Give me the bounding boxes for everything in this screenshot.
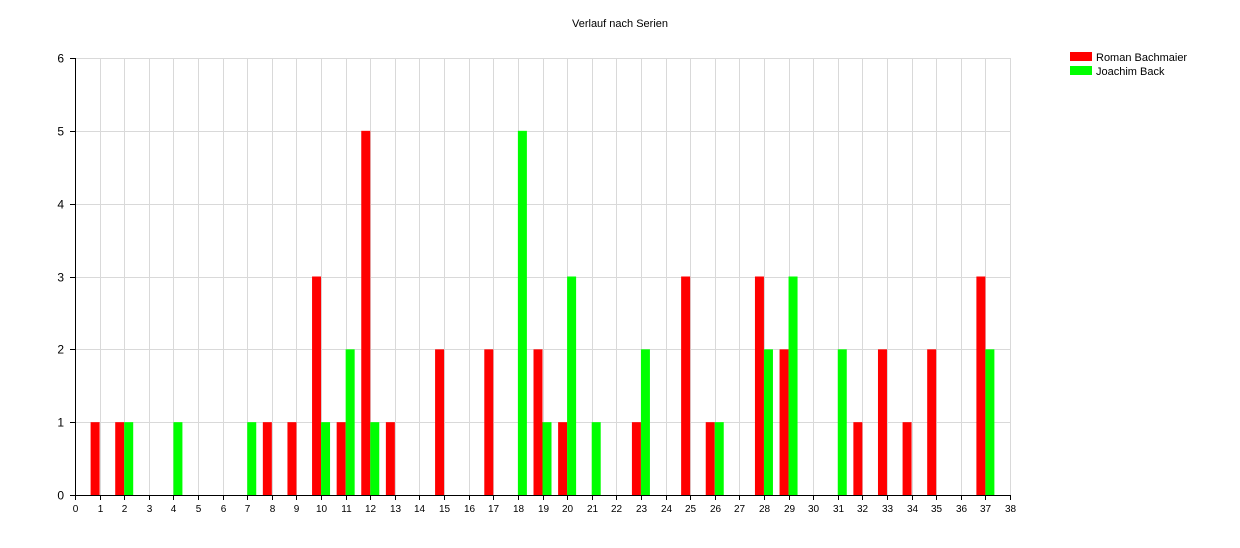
bar-series-1 <box>754 276 764 495</box>
bar-series-1 <box>705 422 715 495</box>
x-tick-label: 29 <box>784 504 796 515</box>
bar-series-2 <box>985 349 995 495</box>
bar-series-2 <box>788 276 798 495</box>
bar-series-2 <box>345 349 355 495</box>
x-tick-label: 10 <box>316 504 328 515</box>
x-tick-label: 24 <box>661 504 673 515</box>
x-tick-label: 33 <box>882 504 894 515</box>
x-tick-label: 9 <box>294 504 300 515</box>
bar-series-2 <box>542 422 552 495</box>
x-tick-label: 37 <box>980 504 992 515</box>
bar-series-1 <box>115 422 125 495</box>
legend: Roman Bachmaier Joachim Back <box>1070 52 1187 78</box>
x-tick-label: 1 <box>98 504 104 515</box>
bar-series-1 <box>287 422 297 495</box>
x-tick-label: 16 <box>464 504 476 515</box>
x-tick-label: 13 <box>390 504 402 515</box>
bar-series-1 <box>336 422 346 495</box>
bar-series-2 <box>247 422 257 495</box>
bar-series-2 <box>321 422 331 495</box>
x-tick-label: 34 <box>907 504 919 515</box>
legend-label-1: Roman Bachmaier <box>1096 52 1187 64</box>
x-tick-label: 26 <box>710 504 722 515</box>
bar-series-2 <box>567 276 577 495</box>
y-tick-label: 6 <box>57 52 64 66</box>
bar-series-1 <box>361 130 371 495</box>
x-tick-label: 21 <box>587 504 599 515</box>
x-tick-label: 22 <box>611 504 623 515</box>
x-tick-label: 36 <box>956 504 968 515</box>
bar-series-2 <box>837 349 847 495</box>
x-tick-label: 27 <box>734 504 746 515</box>
x-tick-label: 25 <box>685 504 697 515</box>
x-tick-label: 6 <box>221 504 227 515</box>
x-tick-label: 2 <box>122 504 128 515</box>
x-tick-label: 32 <box>857 504 869 515</box>
bar-series-1 <box>90 422 100 495</box>
bar-series-1 <box>385 422 395 495</box>
bar-series-2 <box>763 349 773 495</box>
x-tick-label: 30 <box>808 504 820 515</box>
bar-series-1 <box>927 349 937 495</box>
x-tick-label: 17 <box>488 504 500 515</box>
chart-title: Verlauf nach Serien <box>572 18 668 30</box>
bar-series-2 <box>173 422 183 495</box>
bar-series-1 <box>484 349 494 495</box>
bar-series-2 <box>517 130 527 495</box>
bar-series-1 <box>262 422 272 495</box>
x-tick-label: 15 <box>439 504 451 515</box>
axes: 0 1 2 3 4 5 6 7 8 9 10 11 12 13 14 15 16 17 18 19 20 21 22 23 24… <box>57 52 1016 516</box>
bar-series-2 <box>591 422 601 495</box>
x-tick-label: 4 <box>171 504 177 515</box>
x-tick-label: 28 <box>759 504 771 515</box>
x-tick-label: 38 <box>1005 504 1017 515</box>
x-tick-label: 20 <box>562 504 574 515</box>
y-tick-label: 3 <box>57 271 64 285</box>
bar-series-1 <box>631 422 641 495</box>
y-tick-label: 5 <box>57 125 64 139</box>
x-tick-label: 31 <box>833 504 845 515</box>
bar-series-1 <box>976 276 986 495</box>
y-tick-label: 0 <box>57 489 64 503</box>
y-tick-label: 2 <box>57 343 64 357</box>
bars <box>90 130 995 495</box>
bar-series-2 <box>124 422 134 495</box>
bar-series-2 <box>370 422 380 495</box>
y-tick-label: 4 <box>57 198 64 212</box>
bar-series-1 <box>312 276 322 495</box>
bar-series-1 <box>902 422 912 495</box>
x-tick-label: 11 <box>341 504 352 515</box>
bar-series-1 <box>435 349 445 495</box>
bar-series-1 <box>853 422 863 495</box>
x-tick-label: 35 <box>931 504 943 515</box>
bar-series-1 <box>533 349 543 495</box>
bar-series-2 <box>640 349 650 495</box>
x-tick-label: 19 <box>538 504 550 515</box>
bar-series-1 <box>877 349 887 495</box>
x-tick-label: 12 <box>365 504 377 515</box>
bar-series-1 <box>779 349 789 495</box>
x-tick-label: 7 <box>245 504 251 515</box>
x-tick-label: 3 <box>147 504 153 515</box>
legend-swatch-2 <box>1070 66 1092 75</box>
x-tick-label: 8 <box>270 504 276 515</box>
bar-series-1 <box>681 276 691 495</box>
x-tick-label: 18 <box>513 504 525 515</box>
x-tick-label: 5 <box>196 504 202 515</box>
bar-series-2 <box>714 422 724 495</box>
x-tick-label: 14 <box>414 504 426 515</box>
y-tick-label: 1 <box>57 416 64 430</box>
legend-label-2: Joachim Back <box>1096 66 1165 78</box>
legend-swatch-1 <box>1070 52 1092 61</box>
x-tick-label: 23 <box>636 504 648 515</box>
bar-series-1 <box>558 422 568 495</box>
x-tick-label: 0 <box>73 504 79 515</box>
